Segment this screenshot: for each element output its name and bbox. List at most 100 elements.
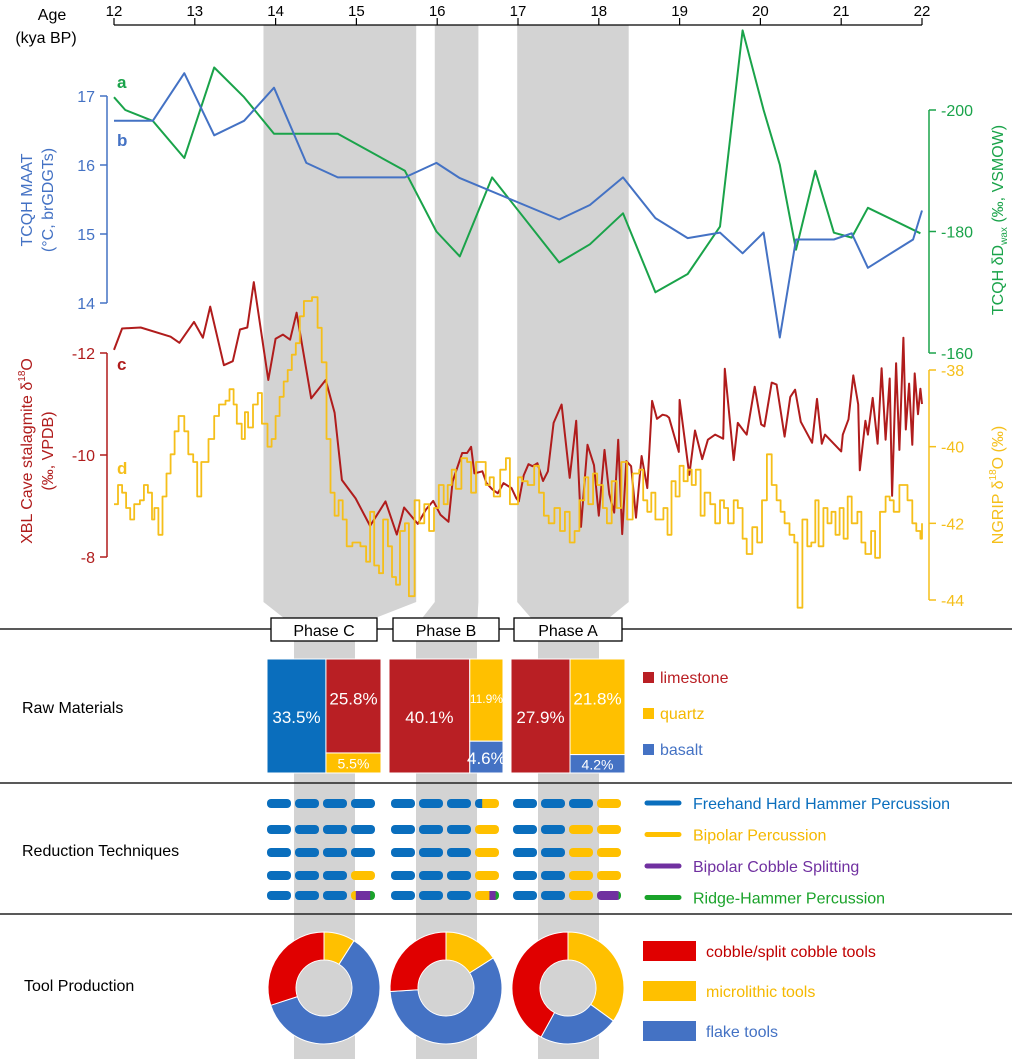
waffle-cell <box>351 825 375 834</box>
waffle-cell <box>391 871 415 880</box>
waffle-cell <box>475 891 499 900</box>
reduction-techniques-chart <box>267 799 621 900</box>
age-tick-label: 19 <box>671 3 688 20</box>
waffle-cell <box>391 799 415 808</box>
waffle-cell-part-freehand <box>447 848 471 857</box>
age-tick-label: 14 <box>267 3 284 20</box>
series-line-d <box>114 296 923 609</box>
waffle-cell-part-bipolar <box>475 848 499 857</box>
legend-label: limestone <box>660 670 729 687</box>
waffle-cell <box>569 848 593 857</box>
axis-title-sub: wax <box>999 227 1010 246</box>
waffle-cell <box>323 848 347 857</box>
age-tick-label: 12 <box>106 3 123 20</box>
waffle-cell <box>597 825 621 834</box>
waffle-cell <box>419 891 443 900</box>
tool-production-chart <box>267 931 625 1045</box>
waffle-cell-part-freehand <box>513 799 537 808</box>
panel-label-c: c <box>117 355 126 374</box>
axis-title-unit: (‰, VPDB) <box>40 411 57 490</box>
axis-title: NGRIP δ18O (‰) <box>988 426 1007 544</box>
raw-block-label: 33.5% <box>272 708 320 727</box>
raw-block-label: 25.8% <box>329 690 377 709</box>
age-axis-title: Age <box>38 7 67 24</box>
donut-phase-b <box>389 931 503 1045</box>
waffle-cell-part-bipolar <box>475 825 499 834</box>
waffle-cell-part-bipolar <box>597 799 621 808</box>
axis-tick-label: -12 <box>72 346 95 363</box>
axis-b: 17 16 15 14 TCQH MAAT (°C, brGDGTs) <box>19 89 108 313</box>
waffle-cell <box>597 871 621 880</box>
waffle-cell <box>569 825 593 834</box>
waffle-cell-part-freehand <box>295 848 319 857</box>
axis-tick-label: 15 <box>77 227 95 244</box>
waffle-cell <box>351 871 375 880</box>
panel-label-a: a <box>117 73 127 92</box>
axis-title-sup: 18 <box>17 370 28 382</box>
axis-title-sup: 18 <box>988 469 999 481</box>
waffle-cell <box>295 825 319 834</box>
series-line-c <box>113 281 923 536</box>
waffle-cell-part-freehand <box>419 891 443 900</box>
waffle-cell-part-freehand <box>419 799 443 808</box>
waffle-cell <box>597 848 621 857</box>
raw-materials-phase-a: 27.9% 21.8% 4.2% <box>510 658 626 774</box>
axis-tick-label: -200 <box>941 103 973 120</box>
waffle-cell <box>541 799 565 808</box>
waffle-cell-part-freehand <box>541 825 565 834</box>
waffle-cell-part-freehand <box>267 871 291 880</box>
legend-item-cobble: cobble/split cobble tools <box>643 941 876 961</box>
waffle-cell-part-freehand <box>295 799 319 808</box>
waffle-cell <box>323 799 347 808</box>
legend-swatch <box>643 941 696 961</box>
waffle-cell-part-freehand <box>447 871 471 880</box>
axis-c: -12 -10 -8 XBL Cave stalagmite δ18O(‰, VPDB… <box>17 346 108 567</box>
waffle-cell-part-bipolar <box>475 871 499 880</box>
legend-swatch <box>643 672 654 683</box>
waffle-cell <box>475 848 499 857</box>
raw-block-label: 40.1% <box>405 708 453 727</box>
waffle-cell <box>475 871 499 880</box>
waffle-cell-part-ridge <box>618 891 621 900</box>
waffle-cell-part-freehand <box>391 825 415 834</box>
raw-block-quartz <box>569 658 626 756</box>
axis-tick-label: 14 <box>77 296 95 313</box>
axis-tick-label: -40 <box>941 440 964 457</box>
legend-label: Freehand Hard Hammer Percussion <box>693 796 950 813</box>
raw-materials-chart: 33.5% 25.8% 5.5% 40.1% 11.9% 4.6% 27.9% 21.8% 4.… <box>266 658 626 774</box>
waffle-cell-part-freehand <box>267 825 291 834</box>
age-tick-label: 15 <box>348 3 365 20</box>
age-tick-label: 18 <box>590 3 607 20</box>
axis-title: TCQH δDwax (‰, VSMOW) <box>990 125 1010 315</box>
axis-title: TCQH MAAT <box>19 153 36 246</box>
raw-block-limestone <box>388 658 471 774</box>
legend-item-micro: microlithic tools <box>643 981 815 1001</box>
age-axis: Age (kya BP) 12 13 14 15 16 17 18 19 20 21 22 <box>15 3 930 47</box>
waffle-cell-part-freehand <box>391 799 415 808</box>
waffle-cell-part-bipolar <box>482 799 499 808</box>
waffle-cell <box>419 799 443 808</box>
axis-a: -200 -180 -160 TCQH δDwax (‰, VSMOW) <box>928 103 1010 363</box>
waffle-cell <box>323 891 347 900</box>
waffle-cell <box>351 848 375 857</box>
section-dividers <box>0 628 1012 915</box>
phase-box-label: Phase B <box>416 623 476 640</box>
donut-slice-cobble <box>511 931 569 1038</box>
phase-box-label: Phase C <box>293 623 354 640</box>
waffle-cell-part-freehand <box>295 891 319 900</box>
legend-item-freehand: Freehand Hard Hammer Percussion <box>644 796 950 813</box>
waffle-cell-part-freehand <box>569 799 593 808</box>
waffle-cell-part-freehand <box>475 799 483 808</box>
waffle-cell <box>351 799 375 808</box>
axis-tick-label: 16 <box>77 158 95 175</box>
donut-slice-cobble <box>267 931 325 1006</box>
waffle-cell-part-freehand <box>541 799 565 808</box>
waffle-cell <box>267 871 291 880</box>
waffle-cell-part-freehand <box>513 871 537 880</box>
waffle-cell <box>351 891 375 900</box>
waffle-cell-part-freehand <box>351 799 375 808</box>
phase-boxes: Phase C Phase B Phase A <box>270 617 623 642</box>
waffle-cell <box>323 871 347 880</box>
raw-block-limestone <box>510 658 571 774</box>
